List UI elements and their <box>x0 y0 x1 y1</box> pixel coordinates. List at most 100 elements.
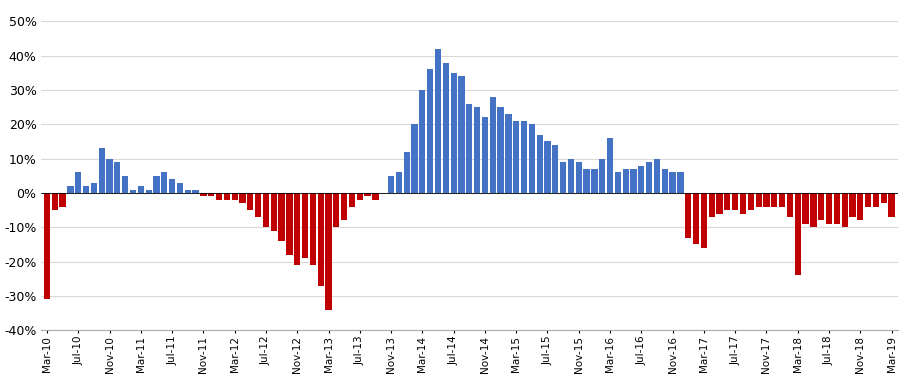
Bar <box>294 193 300 265</box>
Bar <box>458 76 465 193</box>
Bar <box>795 193 801 275</box>
Bar <box>607 138 613 193</box>
Bar <box>599 159 605 193</box>
Bar <box>474 107 480 193</box>
Bar <box>411 124 418 193</box>
Bar <box>341 193 347 221</box>
Bar <box>833 193 840 224</box>
Bar <box>584 169 590 193</box>
Bar <box>842 193 848 227</box>
Bar <box>615 172 621 193</box>
Bar <box>356 193 363 200</box>
Bar <box>403 152 410 193</box>
Bar <box>732 193 739 210</box>
Bar <box>239 193 245 203</box>
Bar <box>262 193 269 227</box>
Bar <box>779 193 786 207</box>
Bar <box>302 193 308 258</box>
Bar <box>232 193 238 200</box>
Bar <box>115 162 121 193</box>
Bar <box>880 193 887 203</box>
Bar <box>505 114 511 193</box>
Bar <box>482 118 488 193</box>
Bar <box>701 193 707 248</box>
Bar <box>450 73 456 193</box>
Bar <box>216 193 222 200</box>
Bar <box>560 162 566 193</box>
Bar <box>748 193 754 210</box>
Bar <box>818 193 824 221</box>
Bar <box>208 193 215 196</box>
Bar <box>693 193 699 244</box>
Bar <box>255 193 262 217</box>
Bar <box>98 148 105 193</box>
Bar <box>513 121 520 193</box>
Bar <box>224 193 230 200</box>
Bar <box>763 193 769 207</box>
Bar <box>247 193 253 210</box>
Bar <box>419 90 426 193</box>
Bar <box>873 193 879 207</box>
Bar <box>803 193 809 224</box>
Bar <box>497 107 503 193</box>
Bar <box>669 172 676 193</box>
Bar <box>333 193 339 227</box>
Bar <box>427 69 433 193</box>
Bar <box>552 145 558 193</box>
Bar <box>44 193 51 299</box>
Bar <box>192 190 198 193</box>
Bar <box>388 176 394 193</box>
Bar <box>537 135 543 193</box>
Bar <box>326 193 332 310</box>
Bar <box>91 183 97 193</box>
Bar <box>490 97 496 193</box>
Bar <box>740 193 746 213</box>
Bar <box>106 159 113 193</box>
Bar <box>716 193 723 213</box>
Bar <box>318 193 324 286</box>
Bar <box>646 162 652 193</box>
Bar <box>309 193 316 265</box>
Bar <box>396 172 402 193</box>
Bar <box>177 183 183 193</box>
Bar <box>756 193 762 207</box>
Bar <box>654 159 660 193</box>
Bar <box>865 193 871 207</box>
Bar <box>153 176 160 193</box>
Bar <box>349 193 355 207</box>
Bar <box>122 176 128 193</box>
Bar <box>677 172 684 193</box>
Bar <box>709 193 714 217</box>
Bar <box>466 104 473 193</box>
Bar <box>68 186 74 193</box>
Bar <box>592 169 597 193</box>
Bar <box>686 193 691 238</box>
Bar <box>662 169 667 193</box>
Bar <box>286 193 292 255</box>
Bar <box>826 193 833 224</box>
Bar <box>130 190 136 193</box>
Bar <box>771 193 778 207</box>
Bar <box>639 166 644 193</box>
Bar <box>857 193 863 221</box>
Bar <box>185 190 191 193</box>
Bar <box>529 124 535 193</box>
Bar <box>200 193 207 196</box>
Bar <box>888 193 895 217</box>
Bar <box>810 193 816 227</box>
Bar <box>364 193 371 196</box>
Bar <box>575 162 582 193</box>
Bar <box>51 193 58 210</box>
Bar <box>161 172 168 193</box>
Bar <box>373 193 379 200</box>
Bar <box>169 179 175 193</box>
Bar <box>787 193 793 217</box>
Bar <box>271 193 277 231</box>
Bar <box>75 172 81 193</box>
Bar <box>279 193 285 241</box>
Bar <box>520 121 527 193</box>
Bar <box>145 190 152 193</box>
Bar <box>435 49 441 193</box>
Bar <box>724 193 731 210</box>
Bar <box>622 169 629 193</box>
